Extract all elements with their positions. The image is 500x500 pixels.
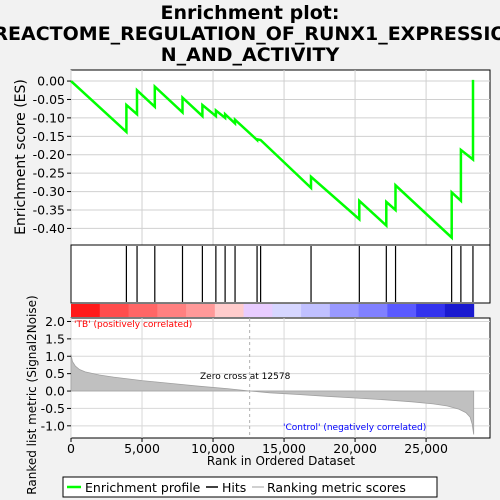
es-y-tick-label: -0.25 <box>33 166 65 181</box>
es-y-axis-label: Enrichment score (ES) <box>13 79 29 235</box>
es-y-tick-label: -0.15 <box>33 129 65 144</box>
color-band-segment <box>71 304 101 317</box>
es-y-tick-label: -0.20 <box>33 147 65 162</box>
ranking-y-tick-label: 1.0 <box>45 349 65 364</box>
legend-ranking-label: Ranking metric scores <box>267 480 406 495</box>
x-tick-label: 5,000 <box>124 441 160 456</box>
legend-box <box>62 476 438 498</box>
ranking-y-tick-label: -1.0 <box>41 418 65 433</box>
color-band-segment <box>387 304 417 317</box>
ranking-y-axis-label: Ranked list metric (Signal2Noise) <box>25 295 39 494</box>
x-tick-label: 25,000 <box>404 441 448 456</box>
color-band-segment <box>128 304 158 317</box>
hit-lines <box>125 246 474 302</box>
enrichment-profile-line <box>70 79 475 241</box>
color-band-segment <box>214 304 245 317</box>
es-y-axis: 0.00 -0.05 -0.10 -0.15 -0.20 -0.25 -0.30 -0.35 -… <box>33 74 71 236</box>
hits-panel <box>70 244 491 304</box>
es-y-tick-label: 0.00 <box>37 74 65 89</box>
es-y-tick-label: -0.40 <box>33 221 65 236</box>
color-band-segment <box>157 304 187 317</box>
ranking-metric-area <box>70 354 475 435</box>
color-band-segment <box>444 304 475 317</box>
ranking-y-tick-label: -0.5 <box>41 401 65 416</box>
zero-cross-label: Zero cross at 12578 <box>200 372 291 382</box>
es-y-tick-label: -0.35 <box>33 203 65 218</box>
color-band-segment <box>301 304 331 317</box>
x-tick-label: 15,000 <box>262 441 306 456</box>
x-tick-label: 10,000 <box>191 441 235 456</box>
correlation-color-band <box>71 304 475 317</box>
color-band-segment <box>358 304 388 317</box>
ranking-y-tick-label: 0.0 <box>45 384 65 399</box>
chart-title-line3: N_AND_ACTIVITY <box>161 44 340 66</box>
control-label: 'Control' (negatively correlated) <box>283 423 426 433</box>
color-band-segment <box>99 304 130 317</box>
chart-title-line1: Enrichment plot: <box>161 2 340 24</box>
x-tick-label: 20,000 <box>333 441 377 456</box>
legend-enrichment-label: Enrichment profile <box>85 480 201 495</box>
color-band-segment <box>416 304 446 317</box>
color-band-segment <box>243 304 273 317</box>
es-y-tick-label: -0.30 <box>33 184 65 199</box>
x-axis-label: Rank in Ordered Dataset <box>207 454 355 468</box>
color-band-segment <box>186 304 216 317</box>
ranking-y-tick-label: 2.0 <box>45 314 65 329</box>
ranking-y-axis: 2.0 1.5 1.0 0.5 0.0 -0.5 -1.0 <box>41 314 71 433</box>
es-y-tick-label: -0.10 <box>33 110 65 125</box>
ranking-y-tick-label: 1.5 <box>45 331 65 346</box>
es-y-tick-label: -0.05 <box>33 92 65 107</box>
chart-title-line2: REACTOME_REGULATION_OF_RUNX1_EXPRESSIO <box>0 23 500 45</box>
x-tick-label: 0 <box>67 441 75 456</box>
tb-label: 'TB' (positively correlated) <box>74 320 192 330</box>
color-band-segment <box>272 304 302 317</box>
color-band-segment <box>329 304 360 317</box>
legend-hits-label: Hits <box>222 480 246 495</box>
ranking-y-tick-label: 0.5 <box>45 366 65 381</box>
ranking-panel <box>70 317 491 439</box>
ranking-x-axis: 0 5,000 10,000 15,000 20,000 25,000 <box>67 438 448 456</box>
